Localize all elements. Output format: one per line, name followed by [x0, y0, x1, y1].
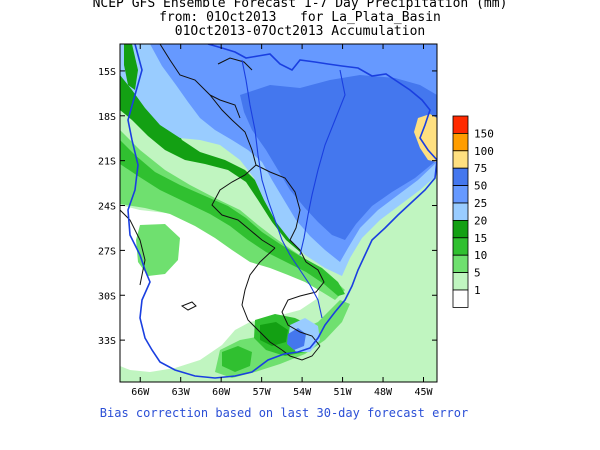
legend-swatch [452, 289, 469, 308]
lat-label: 18S [98, 112, 116, 123]
title-line-2: from: 01Oct2013 for La_Plata_Basin [159, 10, 441, 25]
lon-label: 51W [334, 387, 353, 398]
legend-label: 20 [474, 214, 487, 227]
precip-zone-dry-2 [140, 276, 225, 338]
lon-label: 60W [212, 387, 231, 398]
lat-label: 27S [98, 246, 116, 257]
longitude-axis: 66W 63W 60W 57W 54W 51W 48W 45W [131, 44, 434, 398]
legend-swatch [452, 272, 469, 291]
legend-swatch [452, 202, 469, 221]
precip-zone-75 [414, 114, 437, 162]
legend-swatch [452, 150, 469, 169]
lon-label: 48W [374, 387, 393, 398]
basin-outline [127, 44, 437, 379]
legend-swatch [452, 132, 469, 152]
precip-zone-5-b [136, 224, 180, 276]
lon-label: 66W [131, 387, 150, 398]
legend-label: 75 [474, 162, 487, 175]
precip-zone-10-c [222, 346, 252, 372]
legend-label: 150 [474, 127, 494, 140]
title-line-3: 01Oct2013-07Oct2013 Accumulation [174, 24, 426, 39]
legend-swatch [452, 185, 469, 204]
lon-label: 45W [414, 387, 433, 398]
lat-label: 21S [98, 157, 116, 168]
latitude-axis: 15S 18S 21S 24S 27S 30S 33S [98, 67, 437, 347]
title-line-1: NCEP GFS Ensemble Forecast 1-7 Day Preci… [92, 0, 508, 11]
river-paraguay [241, 59, 323, 319]
legend-label: 100 [474, 145, 494, 158]
legend-label: 15 [474, 232, 487, 245]
legend-label: 5 [474, 267, 481, 280]
map-plot-area [120, 44, 437, 382]
legend-swatch [452, 254, 469, 273]
map-frame [119, 43, 438, 383]
lon-label: 57W [253, 387, 272, 398]
legend-label: 10 [474, 249, 487, 262]
country-borders [120, 44, 325, 361]
legend-swatch [452, 237, 469, 256]
lat-label: 15S [98, 67, 116, 78]
precip-legend: 150 100 75 50 25 20 15 10 5 1 [452, 115, 494, 308]
bias-correction-note: Bias correction based on last 30-day for… [99, 406, 469, 420]
lat-label: 30S [98, 291, 116, 302]
legend-swatch [452, 167, 469, 186]
precip-zone-50 [240, 75, 437, 240]
legend-swatch [452, 115, 469, 134]
legend-label: 50 [474, 180, 487, 193]
legend-label: 1 [474, 284, 481, 297]
lat-label: 24S [98, 202, 116, 213]
precip-zone-15-e [124, 44, 138, 90]
legend-label: 25 [474, 197, 487, 210]
legend-swatch [452, 219, 469, 239]
precip-zone-15-d [260, 322, 288, 346]
lon-label: 54W [293, 387, 312, 398]
lat-label: 33S [98, 336, 116, 347]
river-parana [299, 69, 346, 256]
precip-zone-50-b [287, 328, 306, 350]
lon-label: 63W [172, 387, 191, 398]
